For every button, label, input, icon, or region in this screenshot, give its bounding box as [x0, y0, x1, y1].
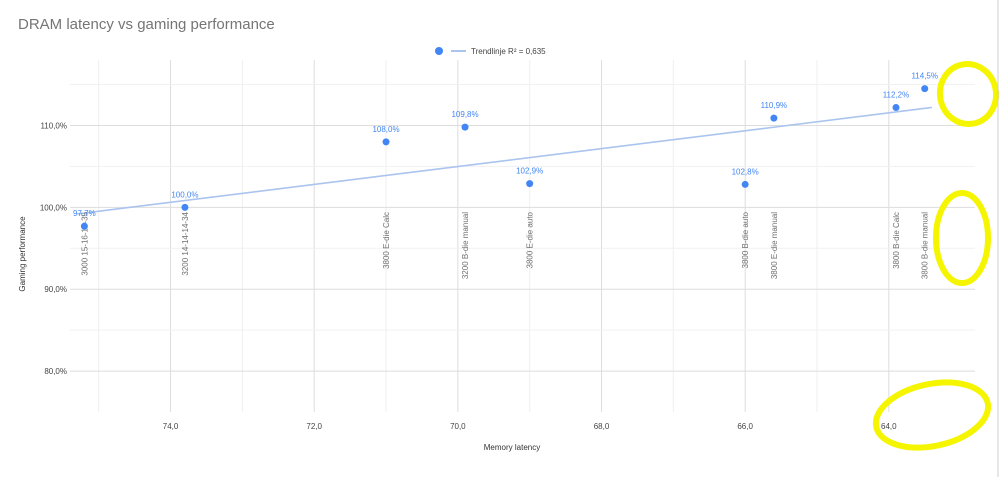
data-point — [80, 222, 88, 230]
point-value-label: 114,5% — [911, 72, 938, 81]
legend-label: Trendlinje R² = 0,635 — [471, 47, 546, 56]
highlight-circle-label — [933, 190, 991, 286]
x-tick-label: 64,0 — [881, 422, 897, 431]
x-axis-title: Memory latency — [484, 443, 540, 452]
data-point — [461, 123, 469, 131]
point-name-label: 3200 B-die manual — [461, 212, 470, 279]
x-tick-label: 74,0 — [163, 422, 179, 431]
data-point — [181, 203, 189, 211]
highlight-annotations — [872, 61, 1000, 451]
chart-title: DRAM latency vs gaming performance — [18, 16, 275, 33]
y-axis-title: Gaming performance — [18, 216, 27, 292]
point-name-label: 3800 B-die Calc — [892, 212, 901, 269]
point-name-label: 3200 14-14-14-34 — [181, 211, 190, 275]
x-tick-label: 70,0 — [450, 422, 466, 431]
point-name-label: 3800 E-die auto — [526, 211, 535, 268]
y-tick-label: 100,0% — [40, 203, 67, 212]
point-name-label: 3800 B-die auto — [741, 211, 750, 268]
data-point — [892, 103, 900, 111]
x-tick-label: 68,0 — [594, 422, 610, 431]
data-point — [382, 138, 390, 146]
point-value-label: 109,8% — [451, 110, 478, 119]
y-tick-label: 110,0% — [40, 121, 67, 130]
point-value-label: 97,7% — [73, 209, 96, 218]
trendline — [77, 106, 933, 215]
data-point — [741, 180, 749, 188]
x-tick-label: 66,0 — [737, 422, 753, 431]
y-tick-label: 80,0% — [44, 367, 67, 376]
point-name-label: 3800 E-die Calc — [382, 212, 391, 269]
x-tick-label: 72,0 — [306, 422, 322, 431]
legend-marker — [435, 47, 443, 55]
point-value-label: 110,9% — [761, 101, 788, 110]
point-name-label: 3000 15-16-16-35 — [80, 211, 89, 275]
highlight-circle-top-point — [936, 61, 1000, 127]
point-value-label: 108,0% — [372, 125, 399, 134]
data-point — [770, 114, 778, 122]
data-point — [921, 85, 929, 93]
data-point — [526, 180, 534, 188]
point-value-label: 100,0% — [171, 190, 198, 199]
point-name-label: 3800 E-die manual — [770, 212, 779, 279]
point-name-label: 3800 B-die manual — [921, 212, 930, 279]
point-value-label: 102,8% — [732, 167, 759, 176]
point-value-label: 102,9% — [516, 167, 543, 176]
point-value-label: 112,2% — [883, 90, 910, 99]
highlight-circle-x-tick — [872, 379, 992, 451]
y-tick-label: 90,0% — [44, 285, 67, 294]
